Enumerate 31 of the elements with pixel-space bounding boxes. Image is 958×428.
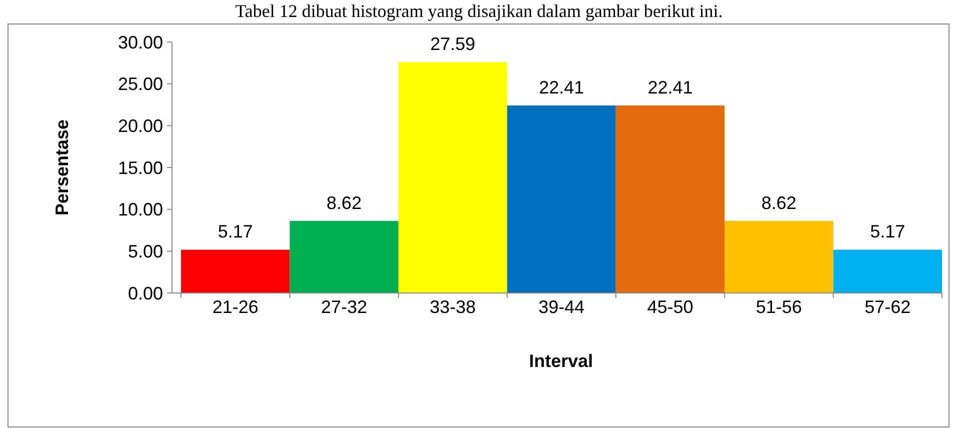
x-tick-label: 45-50 xyxy=(647,297,694,317)
bar xyxy=(398,62,508,293)
y-tick-label: 20.00 xyxy=(118,116,163,136)
y-tick-label: 0.00 xyxy=(128,283,163,304)
x-axis-title: Interval xyxy=(528,351,594,371)
data-label: 8.62 xyxy=(761,192,796,213)
data-label: 8.62 xyxy=(326,192,362,213)
bar xyxy=(507,106,616,293)
data-label: 5.17 xyxy=(218,222,253,242)
bar xyxy=(290,220,398,293)
y-tick-label: 30.00 xyxy=(118,32,163,52)
chart-title: Tabel 12 dibuat histogram yang disajikan dalam gambar berikut ini. xyxy=(235,1,723,21)
bar xyxy=(724,220,834,293)
y-tick-label: 15.00 xyxy=(118,158,163,178)
x-tick-label: 51-56 xyxy=(756,297,802,317)
y-axis-title: Persentase xyxy=(52,119,72,216)
x-tick-label: 27-32 xyxy=(321,297,368,317)
y-tick-label: 5.00 xyxy=(128,241,163,262)
data-label: 22.41 xyxy=(538,78,584,98)
bar xyxy=(833,250,942,293)
data-label: 5.17 xyxy=(870,222,906,242)
x-tick-label: 57-62 xyxy=(864,297,911,317)
data-label: 27.59 xyxy=(430,34,476,54)
x-tick-label: 33-38 xyxy=(430,297,476,317)
data-label: 22.41 xyxy=(648,78,693,98)
bar xyxy=(181,250,290,293)
x-tick-label: 39-44 xyxy=(538,297,585,317)
y-tick-label: 10.00 xyxy=(118,200,163,220)
bar xyxy=(616,106,725,293)
y-tick-label: 25.00 xyxy=(118,74,163,94)
x-tick-label: 21-26 xyxy=(212,297,258,317)
